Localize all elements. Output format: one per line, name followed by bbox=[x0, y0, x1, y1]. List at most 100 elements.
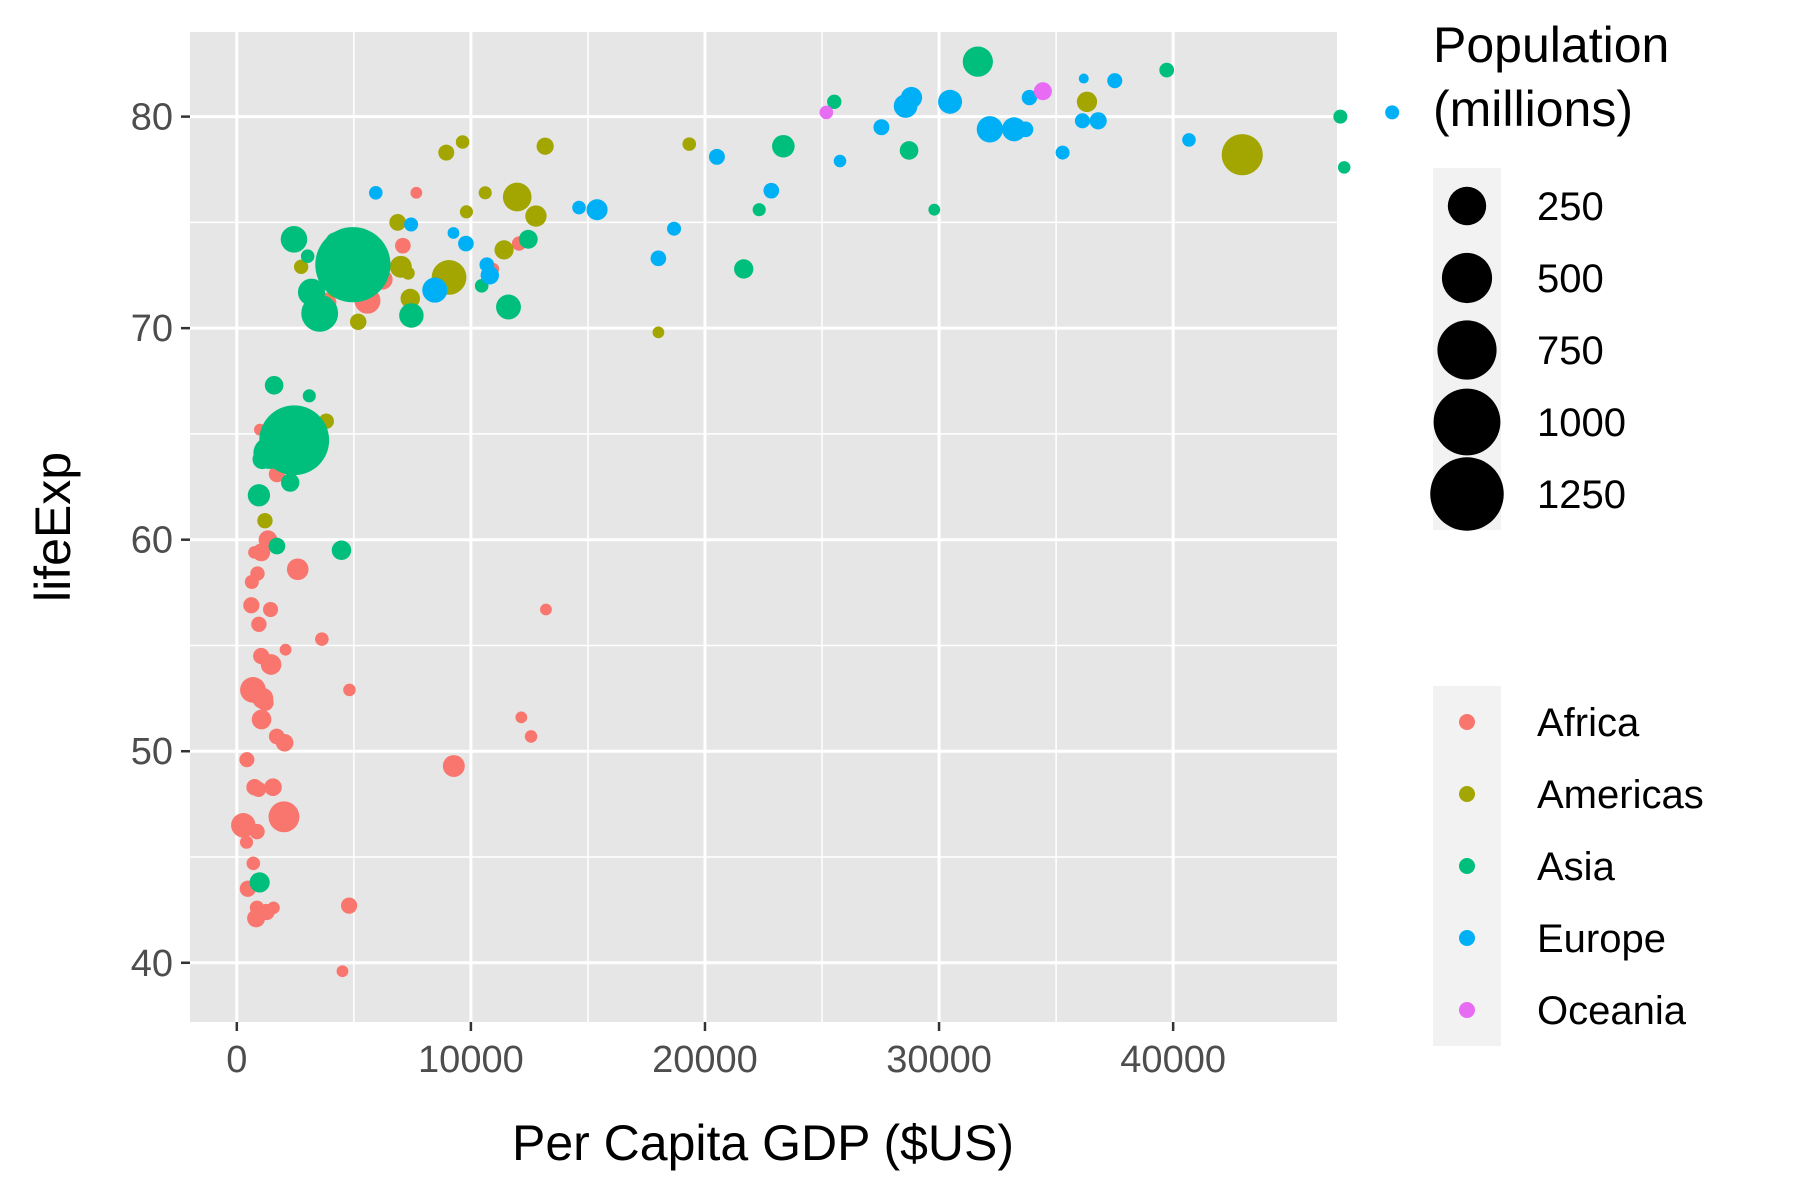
data-point-americas bbox=[682, 137, 697, 151]
y-tick-label: 80 bbox=[131, 97, 173, 139]
data-point-europe bbox=[708, 148, 725, 165]
data-point-europe bbox=[1055, 145, 1070, 160]
y-tick-label: 60 bbox=[131, 520, 173, 562]
major-gridlines bbox=[190, 32, 1337, 1022]
data-point-asia bbox=[752, 203, 766, 217]
data-point-asia bbox=[496, 294, 521, 320]
size-legend-label: 750 bbox=[1537, 329, 1604, 373]
y-axis-title: lifeExp bbox=[25, 452, 81, 602]
data-point-africa bbox=[251, 616, 267, 633]
data-point-asia bbox=[249, 872, 270, 893]
data-point-africa bbox=[279, 643, 292, 656]
data-point-asia bbox=[302, 389, 316, 403]
data-point-asia bbox=[899, 141, 919, 160]
data-point-americas bbox=[455, 135, 470, 149]
data-point-asia bbox=[1337, 161, 1351, 174]
data-point-europe bbox=[976, 116, 1003, 143]
size-legend-title-line-2: (millions) bbox=[1433, 81, 1633, 137]
color-legend-key-oceania bbox=[1459, 1002, 1475, 1018]
data-point-europe bbox=[368, 185, 383, 200]
data-point-europe bbox=[1385, 105, 1400, 120]
color-legend-label: Americas bbox=[1537, 773, 1704, 817]
data-point-americas bbox=[502, 182, 532, 212]
data-point-africa bbox=[268, 801, 300, 833]
data-point-africa bbox=[246, 856, 261, 871]
x-tick-label: 0 bbox=[226, 1039, 247, 1081]
data-point-africa bbox=[540, 603, 552, 616]
data-point-americas bbox=[257, 512, 273, 529]
data-point-asia bbox=[297, 278, 326, 306]
data-point-asia bbox=[399, 303, 424, 328]
color-legend-key-africa bbox=[1459, 714, 1475, 730]
size-legend-label: 1250 bbox=[1537, 473, 1626, 517]
data-point-africa bbox=[268, 728, 285, 745]
data-points bbox=[231, 46, 1400, 978]
data-point-africa bbox=[524, 730, 538, 743]
x-tick-label: 20000 bbox=[652, 1039, 758, 1081]
color-legend-key-americas bbox=[1459, 786, 1475, 802]
data-point-africa bbox=[243, 597, 260, 614]
data-point-europe bbox=[404, 217, 419, 232]
data-point-africa bbox=[251, 709, 272, 730]
data-point-europe bbox=[873, 119, 890, 136]
size-legend-key bbox=[1441, 252, 1493, 304]
y-tick-label: 40 bbox=[131, 943, 173, 985]
data-point-europe bbox=[900, 86, 923, 109]
data-point-americas bbox=[1221, 134, 1263, 176]
data-point-asia bbox=[280, 473, 300, 492]
data-point-europe bbox=[938, 89, 963, 114]
data-point-europe bbox=[1107, 73, 1123, 89]
size-legend-key bbox=[1433, 388, 1501, 456]
data-point-asia bbox=[734, 259, 754, 279]
data-point-americas bbox=[400, 288, 420, 309]
data-point-africa bbox=[250, 566, 265, 581]
data-point-asia bbox=[247, 484, 271, 507]
size-legend-title-line-1: Population bbox=[1433, 17, 1669, 73]
y-axis: 40 50 60 70 80 bbox=[131, 97, 190, 985]
data-point-europe bbox=[572, 200, 586, 215]
color-legend-label: Oceania bbox=[1537, 989, 1687, 1033]
data-point-africa bbox=[343, 683, 356, 697]
data-point-asia bbox=[268, 537, 286, 555]
data-point-africa bbox=[442, 755, 465, 777]
data-point-africa bbox=[336, 965, 349, 978]
data-point-europe bbox=[1074, 113, 1090, 129]
minor-gridlines bbox=[190, 32, 1337, 1022]
color-legend-label: Africa bbox=[1537, 701, 1640, 745]
data-point-americas bbox=[293, 259, 309, 275]
data-point-asia bbox=[320, 268, 339, 287]
data-point-africa bbox=[395, 237, 411, 254]
data-point-asia bbox=[280, 226, 308, 253]
x-tick-label: 40000 bbox=[1120, 1039, 1226, 1081]
y-tick-label: 50 bbox=[131, 731, 173, 773]
data-point-americas bbox=[389, 214, 407, 231]
data-point-africa bbox=[249, 823, 265, 840]
data-point-americas bbox=[1076, 91, 1098, 112]
data-point-africa bbox=[253, 647, 270, 665]
data-point-oceania bbox=[819, 105, 834, 120]
size-legend-key bbox=[1447, 186, 1487, 226]
data-point-asia bbox=[518, 229, 538, 249]
data-point-asia bbox=[1333, 109, 1348, 124]
data-point-asia bbox=[264, 375, 284, 395]
data-point-asia bbox=[772, 134, 795, 158]
data-point-europe bbox=[1089, 112, 1107, 130]
data-point-americas bbox=[536, 137, 554, 155]
data-point-europe bbox=[1078, 73, 1089, 84]
x-axis: 0 10000 20000 30000 40000 bbox=[226, 1022, 1226, 1081]
color-legend-key-asia bbox=[1459, 858, 1475, 874]
data-point-africa bbox=[286, 558, 309, 581]
data-point-africa bbox=[340, 897, 358, 914]
data-point-asia bbox=[928, 203, 941, 216]
color-legend: Africa Americas Asia Europe Oceania bbox=[1433, 686, 1704, 1046]
data-point-europe bbox=[763, 182, 780, 199]
data-point-africa bbox=[250, 781, 267, 798]
data-point-europe bbox=[1182, 133, 1196, 147]
data-point-europe bbox=[833, 154, 847, 168]
data-point-asia bbox=[281, 406, 315, 441]
data-point-asia bbox=[827, 94, 842, 110]
data-point-asia bbox=[331, 540, 352, 561]
data-point-europe bbox=[1002, 117, 1027, 142]
data-point-americas bbox=[652, 326, 665, 339]
